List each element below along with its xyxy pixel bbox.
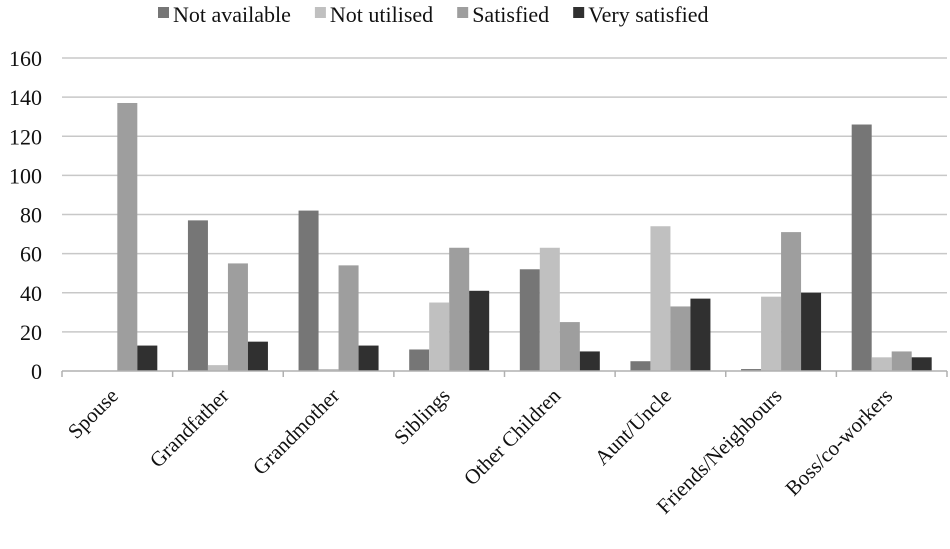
legend-item-not-utilised: Not utilised	[314, 2, 433, 27]
x-category-label: Spouse	[63, 384, 123, 444]
y-tick-label: 160	[9, 46, 42, 71]
bar-not-available-friends-neighbours	[741, 369, 762, 371]
bar-very-satisfied-spouse	[137, 345, 158, 371]
x-category-label: Grandfather	[145, 384, 234, 473]
x-axis	[61, 370, 948, 377]
legend-label: Very satisfied	[588, 2, 708, 27]
y-axis-ticks: 0 20 40 60 80 100 120 140 160	[9, 46, 42, 384]
bar-very-satisfied-other-children	[579, 351, 600, 371]
bar-satisfied-siblings	[449, 247, 470, 371]
bar-not-available-grandfather	[187, 220, 208, 371]
bar-very-satisfied-grandfather	[247, 341, 268, 371]
bar-very-satisfied-boss-co-workers	[911, 357, 932, 371]
legend-item-not-available: Not available	[158, 2, 291, 27]
bar-satisfied-grandfather	[227, 263, 248, 371]
legend-label: Satisfied	[472, 2, 549, 27]
bar-not-utilised-boss-co-workers	[871, 357, 892, 371]
y-tick-label: 60	[20, 242, 42, 267]
bars	[117, 102, 932, 372]
y-tick-label: 0	[31, 359, 42, 384]
legend-label: Not utilised	[330, 2, 433, 27]
bar-satisfied-spouse	[117, 102, 138, 372]
y-tick-label: 20	[20, 320, 42, 345]
gridlines	[62, 57, 947, 333]
x-category-label: Other Children	[459, 383, 566, 490]
bar-very-satisfied-siblings	[469, 290, 490, 371]
x-axis-labels: Spouse Grandfather Grandmother Siblings Othe…	[63, 383, 897, 518]
x-category-label: Grandmother	[248, 384, 344, 480]
bar-very-satisfied-aunt-uncle	[690, 298, 711, 371]
bar-satisfied-aunt-uncle	[670, 306, 691, 371]
y-tick-label: 120	[9, 124, 42, 149]
bar-satisfied-grandmother	[338, 265, 359, 371]
y-tick-label: 100	[9, 163, 42, 188]
bar-satisfied-boss-co-workers	[891, 351, 912, 371]
bar-very-satisfied-grandmother	[358, 345, 379, 371]
legend-swatch	[573, 7, 585, 18]
bar-not-utilised-aunt-uncle	[650, 226, 671, 371]
bar-not-utilised-other-children	[539, 247, 560, 371]
bar-not-available-grandmother	[298, 210, 319, 371]
legend: Not available Not utilised Satisfied Very s…	[158, 2, 709, 27]
bar-not-utilised-grandfather	[207, 365, 228, 371]
bar-not-utilised-grandmother	[318, 369, 339, 371]
bar-not-utilised-siblings	[429, 302, 450, 371]
legend-swatch	[457, 7, 469, 18]
y-tick-label: 140	[9, 85, 42, 110]
y-tick-label: 80	[20, 203, 42, 228]
legend-label: Not available	[173, 2, 291, 27]
x-category-label: Boss/co-workers	[780, 384, 897, 501]
bar-very-satisfied-friends-neighbours	[801, 292, 822, 371]
bar-not-available-other-children	[519, 269, 540, 371]
x-category-label: Aunt/Uncle	[590, 384, 676, 470]
bar-not-available-boss-co-workers	[851, 124, 872, 371]
legend-item-satisfied: Satisfied	[457, 2, 549, 27]
bar-satisfied-friends-neighbours	[781, 232, 802, 371]
bar-not-available-siblings	[409, 349, 430, 371]
legend-swatch	[314, 7, 326, 18]
x-category-label: Siblings	[389, 384, 455, 450]
bar-satisfied-other-children	[559, 322, 580, 371]
bar-not-available-aunt-uncle	[630, 361, 651, 371]
legend-item-very-satisfied: Very satisfied	[573, 2, 709, 27]
y-tick-label: 40	[20, 281, 42, 306]
bar-not-utilised-friends-neighbours	[761, 296, 782, 371]
legend-swatch	[158, 7, 169, 18]
